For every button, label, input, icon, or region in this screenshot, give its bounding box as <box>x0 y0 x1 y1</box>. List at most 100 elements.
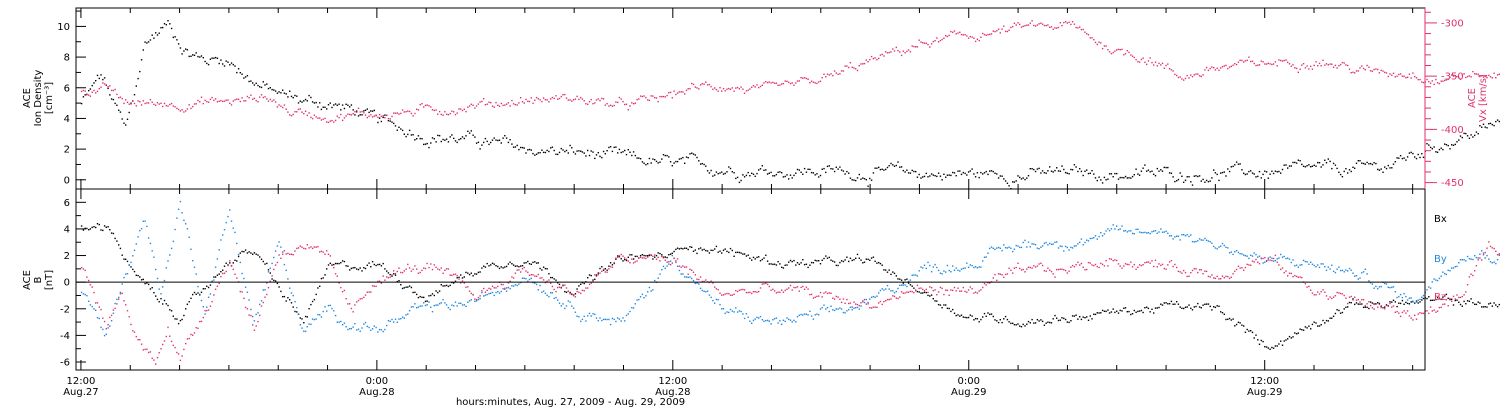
bx-point <box>1472 302 1474 304</box>
by-point <box>883 289 885 291</box>
ion-density-point <box>721 171 723 173</box>
ion-density-point <box>1486 127 1488 129</box>
bottom-left-tick-label: -4 <box>60 331 70 342</box>
vx-point <box>1142 57 1144 59</box>
ion-density-point <box>285 93 287 95</box>
ion-density-point <box>918 173 920 176</box>
ion-density-point <box>1001 175 1003 177</box>
bx-point <box>959 315 961 317</box>
bz-point <box>1029 266 1031 269</box>
bz-point <box>1318 293 1321 295</box>
vx-point <box>1205 66 1208 69</box>
bz-point <box>796 286 799 288</box>
by-point <box>743 317 746 320</box>
vx-point <box>745 90 748 92</box>
bottom-left-tick-label: -6 <box>60 358 70 369</box>
bx-point <box>1283 340 1285 342</box>
ion-density-point <box>167 20 169 22</box>
bz-point <box>1198 269 1201 271</box>
ion-density-point <box>782 176 785 178</box>
bx-point <box>1130 313 1132 316</box>
ion-density-point <box>1003 178 1005 180</box>
by-point <box>763 320 765 322</box>
bx-point <box>1110 311 1113 313</box>
bx-point <box>590 274 592 277</box>
bz-point <box>350 307 353 310</box>
vx-point <box>350 114 353 116</box>
ion-density-point <box>654 159 656 161</box>
bx-point <box>821 259 823 261</box>
ion-density-point <box>193 54 196 56</box>
x-tick-time-label: 12:00 <box>1250 376 1279 387</box>
ion-density-point <box>504 135 506 137</box>
by-point <box>1410 297 1412 299</box>
vx-point <box>881 53 883 56</box>
bx-point <box>923 291 926 294</box>
vx-point <box>483 98 485 100</box>
bx-point <box>1087 319 1090 321</box>
by-point <box>613 318 615 321</box>
bz-point <box>805 286 808 288</box>
bz-point <box>758 290 760 293</box>
bx-point <box>511 263 513 265</box>
vx-point <box>1366 64 1368 67</box>
vx-point <box>214 98 217 100</box>
by-point <box>694 282 696 285</box>
by-point <box>830 305 832 307</box>
vx-point <box>982 32 984 35</box>
ion-density-point <box>130 102 132 104</box>
vx-point <box>1227 67 1229 70</box>
by-point <box>357 328 360 330</box>
by-point <box>391 318 393 321</box>
vx-point <box>978 39 980 42</box>
bz-point <box>1341 293 1344 295</box>
by-point <box>1458 262 1460 264</box>
bz-point <box>149 351 152 353</box>
bx-point <box>1347 306 1349 308</box>
by-point <box>1209 241 1211 243</box>
bz-point <box>960 290 963 292</box>
vx-point <box>990 33 993 35</box>
by-point <box>909 279 912 281</box>
bx-point <box>652 258 654 260</box>
bz-point <box>676 258 679 260</box>
vx-point <box>580 96 582 99</box>
bx-point <box>512 264 515 266</box>
vx-point <box>530 97 532 99</box>
ion-density-point <box>334 103 337 105</box>
bx-point <box>1202 304 1204 306</box>
bz-point <box>475 299 478 301</box>
ion-density-point <box>1063 168 1065 171</box>
bz-point <box>229 260 231 262</box>
ion-density-point <box>788 178 790 180</box>
bx-point <box>1465 303 1467 305</box>
ion-density-point <box>1218 179 1220 182</box>
bz-point <box>659 260 661 262</box>
vx-point <box>798 80 800 82</box>
bx-point <box>354 266 356 269</box>
by-point <box>1056 241 1058 243</box>
vx-point <box>1034 25 1037 27</box>
bz-point <box>338 282 340 284</box>
bz-point <box>906 291 908 293</box>
ion-density-point <box>669 161 672 163</box>
ion-density-point <box>609 146 612 148</box>
bx-point <box>280 290 282 293</box>
by-point <box>1012 250 1014 253</box>
bz-point <box>1237 265 1240 267</box>
by-point <box>1146 232 1148 234</box>
bx-point <box>276 282 279 285</box>
bx-point <box>493 263 495 265</box>
ion-density-point <box>1350 170 1352 173</box>
ion-density-point <box>1382 171 1384 173</box>
bz-point <box>82 268 85 270</box>
ion-density-point <box>324 106 326 108</box>
ion-density-point <box>1089 172 1091 174</box>
bz-point <box>795 286 797 289</box>
vx-point <box>655 97 658 99</box>
ion-density-point <box>1131 175 1134 178</box>
by-point <box>232 227 234 229</box>
bz-point <box>368 291 370 293</box>
bx-point <box>830 259 832 261</box>
vx-point <box>1040 22 1042 24</box>
